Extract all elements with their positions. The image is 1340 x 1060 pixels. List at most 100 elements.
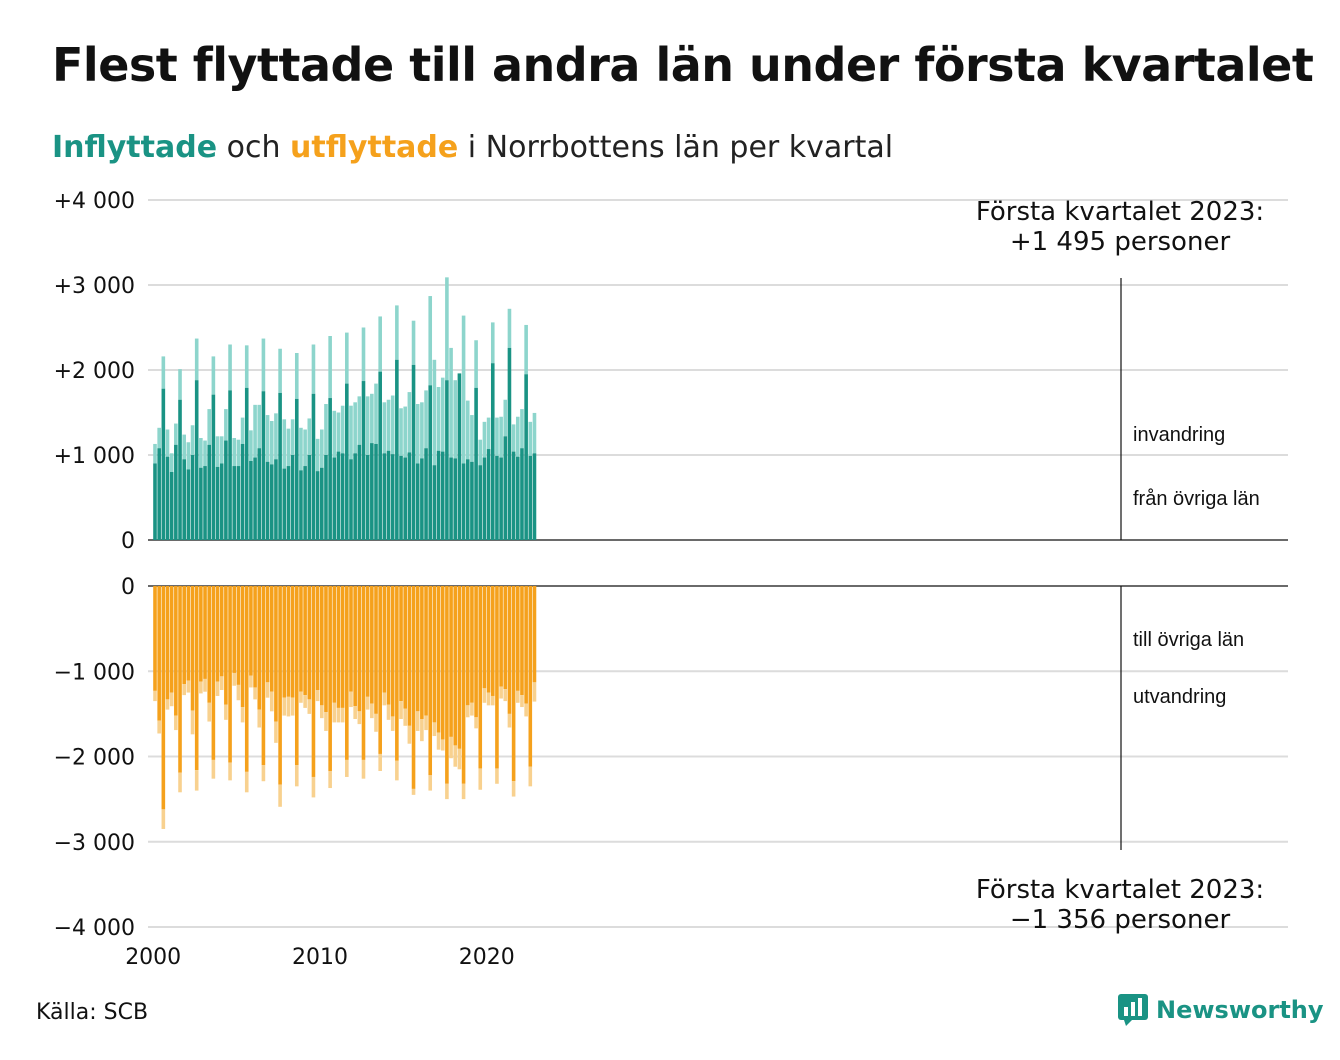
bar-invandring bbox=[420, 402, 424, 459]
bar-till-ovriga-lan bbox=[240, 586, 245, 708]
bar-utvandring bbox=[324, 712, 328, 731]
y-tick-label-bottom: −2 000 bbox=[54, 746, 135, 771]
bar-till-ovriga-lan bbox=[294, 586, 299, 766]
bar-fran-ovriga-lan bbox=[278, 392, 282, 540]
bar-till-ovriga-lan bbox=[269, 586, 274, 692]
bar-invandring bbox=[345, 332, 349, 384]
bar-invandring bbox=[490, 322, 495, 364]
bar-till-ovriga-lan bbox=[290, 586, 295, 698]
bar-fran-ovriga-lan bbox=[232, 466, 237, 540]
bar-invandring bbox=[328, 336, 332, 399]
bar-invandring bbox=[386, 399, 391, 451]
bar-till-ovriga-lan bbox=[528, 586, 533, 767]
bar-till-ovriga-lan bbox=[499, 586, 503, 687]
bar-invandring bbox=[282, 419, 287, 469]
bar-utvandring bbox=[282, 697, 287, 716]
bar-till-ovriga-lan bbox=[486, 586, 491, 693]
bar-invandring bbox=[161, 356, 166, 389]
y-tick-label-bottom: −4 000 bbox=[54, 916, 135, 941]
bar-utvandring bbox=[432, 722, 437, 737]
bar-fran-ovriga-lan bbox=[490, 363, 495, 540]
bar-utvandring bbox=[199, 681, 203, 694]
bar-till-ovriga-lan bbox=[307, 586, 312, 700]
bar-fran-ovriga-lan bbox=[511, 451, 516, 540]
bar-utvandring bbox=[157, 720, 161, 734]
bar-fran-ovriga-lan bbox=[465, 459, 470, 540]
bar-utvandring bbox=[470, 702, 474, 716]
y-axis-tick-labels: +4 000 +3 000 +2 000 +1 000 0 0 −1 000 −2 000 −3… bbox=[54, 189, 135, 941]
bar-till-ovriga-lan bbox=[161, 586, 166, 810]
bar-till-ovriga-lan bbox=[428, 586, 433, 776]
bar-invandring bbox=[278, 348, 282, 393]
bar-till-ovriga-lan bbox=[178, 586, 182, 773]
bar-invandring bbox=[307, 418, 312, 455]
bar-till-ovriga-lan bbox=[449, 586, 453, 737]
annotation-bottom-line2: −1 356 personer bbox=[1010, 905, 1231, 935]
bar-fran-ovriga-lan bbox=[186, 469, 191, 540]
x-tick-label: 2000 bbox=[125, 945, 181, 970]
bar-invandring bbox=[528, 421, 533, 456]
bar-till-ovriga-lan bbox=[207, 586, 212, 703]
annotations: Första kvartalet 2023: +1 495 personer F… bbox=[976, 197, 1264, 935]
bar-invandring bbox=[478, 439, 483, 466]
bar-invandring bbox=[411, 320, 416, 365]
bar-fran-ovriga-lan bbox=[215, 466, 220, 540]
bar-fran-ovriga-lan bbox=[382, 453, 387, 540]
bar-invandring bbox=[461, 315, 466, 464]
bar-utvandring bbox=[474, 717, 478, 729]
bar-utvandring bbox=[165, 699, 170, 710]
bar-invandring bbox=[244, 345, 249, 388]
bar-invandring bbox=[465, 400, 470, 460]
bar-fran-ovriga-lan bbox=[236, 466, 241, 540]
bar-invandring bbox=[445, 277, 449, 381]
x-tick-label: 2010 bbox=[292, 945, 348, 970]
bar-invandring bbox=[253, 404, 257, 458]
bar-utvandring bbox=[257, 709, 262, 728]
bar-fran-ovriga-lan bbox=[461, 463, 466, 540]
bar-utvandring bbox=[211, 759, 216, 779]
bar-invandring bbox=[382, 402, 387, 454]
bar-till-ovriga-lan bbox=[320, 586, 324, 706]
bar-utvandring bbox=[232, 672, 237, 686]
bar-fran-ovriga-lan bbox=[320, 467, 324, 540]
bar-invandring bbox=[503, 399, 508, 437]
bar-till-ovriga-lan bbox=[524, 586, 528, 704]
bar-fran-ovriga-lan bbox=[274, 459, 278, 540]
bar-utvandring bbox=[174, 715, 178, 731]
bar-invandring bbox=[482, 421, 487, 458]
bar-fran-ovriga-lan bbox=[445, 380, 449, 540]
bar-utvandring bbox=[261, 765, 266, 782]
bar-fran-ovriga-lan bbox=[532, 453, 537, 540]
bars bbox=[153, 277, 537, 829]
bar-till-ovriga-lan bbox=[353, 586, 357, 707]
bar-fran-ovriga-lan bbox=[374, 443, 378, 540]
bar-till-ovriga-lan bbox=[390, 586, 395, 717]
bar-fran-ovriga-lan bbox=[482, 457, 487, 540]
bar-fran-ovriga-lan bbox=[345, 383, 349, 540]
bar-fran-ovriga-lan bbox=[411, 364, 416, 540]
source-note: Källa: SCB bbox=[36, 1000, 149, 1025]
bar-fran-ovriga-lan bbox=[495, 455, 499, 540]
y-tick-label-top: +1 000 bbox=[54, 444, 135, 469]
bar-till-ovriga-lan bbox=[507, 586, 512, 714]
bar-invandring bbox=[378, 316, 382, 372]
bar-till-ovriga-lan bbox=[357, 586, 362, 712]
bar-utvandring bbox=[219, 676, 224, 691]
bar-till-ovriga-lan bbox=[165, 586, 170, 700]
bar-fran-ovriga-lan bbox=[286, 466, 291, 540]
bar-till-ovriga-lan bbox=[345, 586, 349, 760]
bar-till-ovriga-lan bbox=[194, 586, 199, 771]
bar-fran-ovriga-lan bbox=[524, 374, 528, 540]
bar-fran-ovriga-lan bbox=[340, 453, 345, 540]
bar-fran-ovriga-lan bbox=[349, 459, 353, 540]
bar-utvandring bbox=[290, 697, 295, 716]
bar-invandring bbox=[524, 324, 528, 375]
bar-fran-ovriga-lan bbox=[424, 448, 428, 540]
x-tick-label: 2020 bbox=[459, 945, 515, 970]
bar-fran-ovriga-lan bbox=[449, 457, 453, 540]
bar-till-ovriga-lan bbox=[532, 586, 537, 683]
bar-till-ovriga-lan bbox=[182, 586, 186, 685]
bar-utvandring bbox=[240, 707, 245, 723]
bar-till-ovriga-lan bbox=[299, 586, 303, 692]
bar-till-ovriga-lan bbox=[324, 586, 328, 713]
